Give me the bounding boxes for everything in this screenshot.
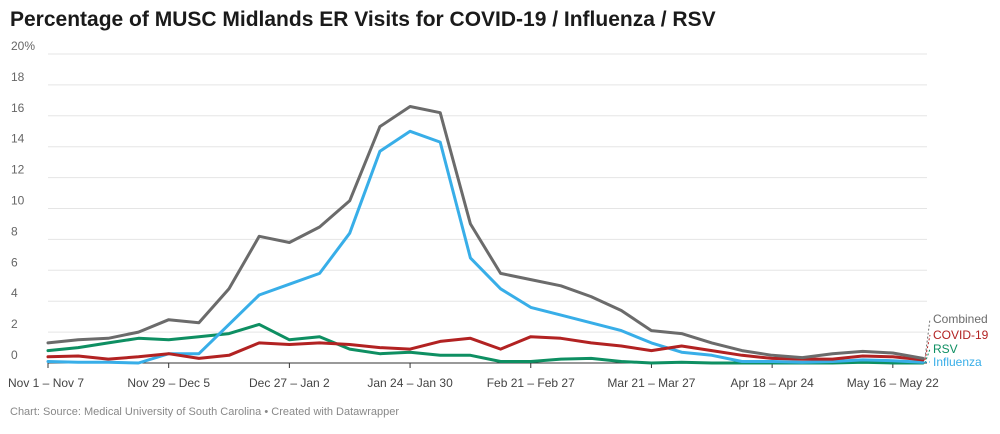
label-leader-rsv [924, 348, 931, 364]
series-label-influenza: Influenza [933, 355, 982, 369]
y-tick-label: 16 [11, 101, 25, 115]
chart-title: Percentage of MUSC Midlands ER Visits fo… [10, 8, 716, 31]
x-tick-label: Mar 21 – Mar 27 [607, 376, 695, 390]
series-label-rsv: RSV [933, 342, 958, 356]
y-tick-label: 14 [11, 132, 25, 146]
y-tick-label: 8 [11, 224, 18, 238]
y-tick-label: 10 [11, 194, 25, 208]
x-tick-label: Dec 27 – Jan 2 [249, 376, 330, 390]
x-tick-label: Feb 21 – Feb 27 [487, 376, 575, 390]
chart-footer: Chart: Source: Medical University of Sou… [10, 406, 399, 418]
series-lines [46, 105, 925, 365]
series-label-covid: COVID-19 [933, 328, 989, 342]
y-tick-label: 18 [11, 70, 25, 84]
y-tick-label: 2 [11, 317, 18, 331]
y-axis-ticks: 0 2 4 6 8 10 12 14 16 18 20% [11, 39, 35, 362]
x-tick-label: May 16 – May 22 [847, 376, 939, 390]
series-line-combined [46, 105, 925, 360]
label-leader-covid [924, 334, 931, 360]
series-label-combined: Combined [933, 312, 988, 326]
credit-note: Created with Datawrapper [271, 406, 400, 418]
y-tick-label: 0 [11, 348, 18, 362]
gridlines [48, 53, 927, 364]
source-note: Chart: Source: Medical University of Sou… [10, 406, 262, 418]
x-tick-label: Jan 24 – Jan 30 [367, 376, 453, 390]
series-line-covid [46, 335, 925, 362]
x-tick-label: Nov 29 – Dec 5 [127, 376, 210, 390]
label-leader-combined [924, 318, 931, 359]
x-axis-ticks: Nov 1 – Nov 7 Nov 29 – Dec 5 Dec 27 – Jan … [8, 363, 939, 390]
y-tick-label: 6 [11, 255, 18, 269]
y-tick-label: 20% [11, 39, 35, 53]
series-line-influenza [46, 129, 925, 365]
y-tick-label: 4 [11, 286, 18, 300]
y-tick-label: 12 [11, 163, 25, 177]
x-tick-label: Apr 18 – Apr 24 [730, 376, 814, 390]
x-tick-label: Nov 1 – Nov 7 [8, 376, 84, 390]
footer-separator: • [261, 406, 272, 418]
